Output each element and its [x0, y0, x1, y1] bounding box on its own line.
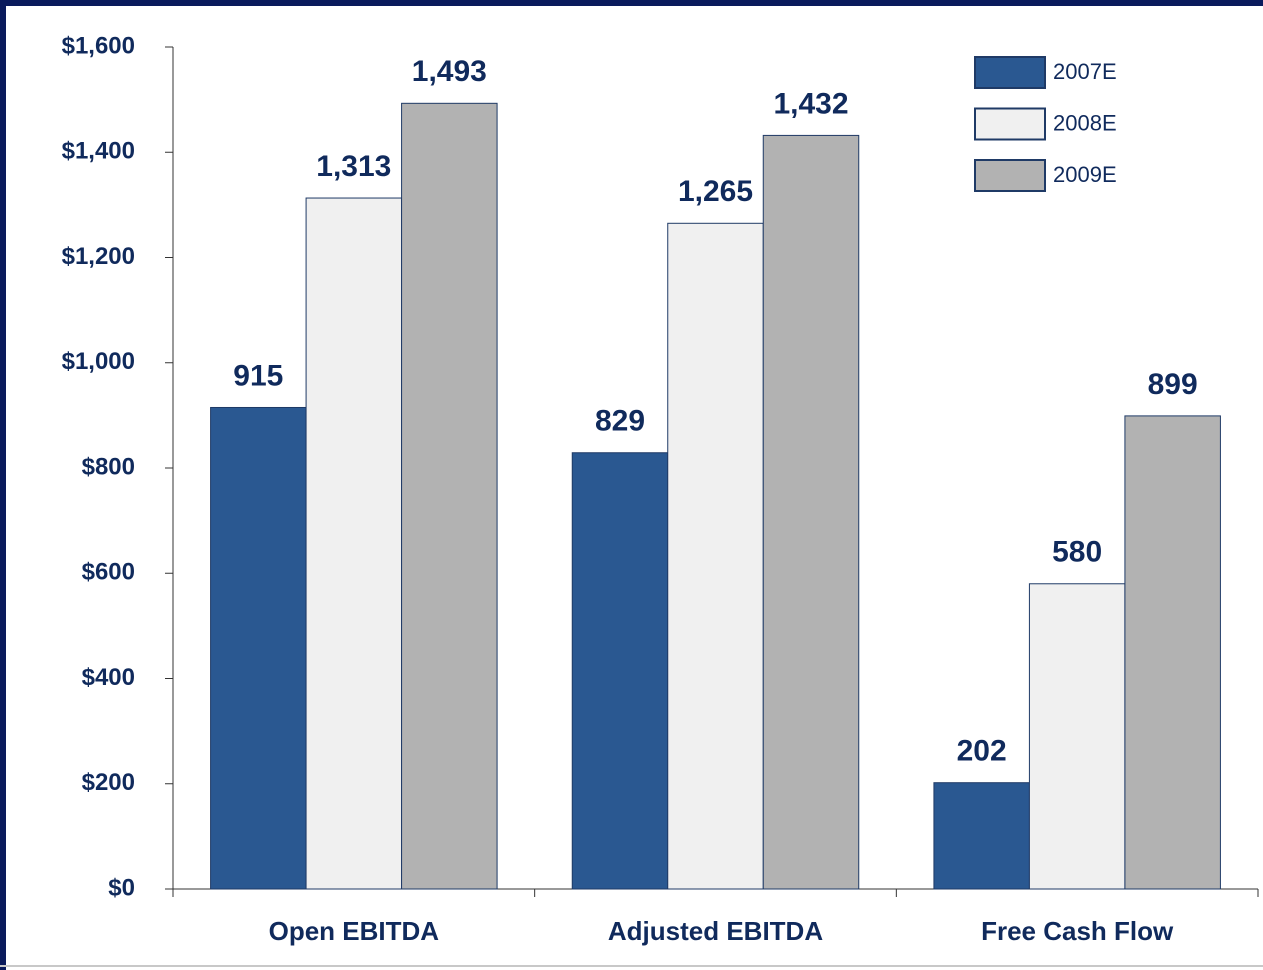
value-label: 1,493 [412, 55, 487, 88]
bar [305, 197, 403, 890]
y-tick-label: $1,600 [62, 32, 135, 59]
bar [1028, 583, 1126, 890]
legend-swatch [974, 159, 1046, 192]
value-label: 899 [1148, 368, 1198, 401]
y-tick-label: $1,200 [62, 243, 135, 270]
legend-swatch [974, 107, 1046, 141]
legend-label: 2009E [1053, 162, 1117, 187]
value-label: 1,432 [773, 87, 848, 120]
bar [1124, 415, 1221, 890]
legend-label: 2007E [1053, 59, 1117, 84]
y-tick-label: $200 [82, 769, 135, 796]
legend-swatch [974, 56, 1046, 89]
value-label: 1,313 [316, 150, 391, 183]
frame-bottom [0, 965, 1263, 967]
value-label: 1,265 [678, 175, 753, 208]
value-label: 202 [957, 735, 1007, 768]
y-tick-label: $800 [82, 453, 135, 480]
y-tick-label: $600 [82, 559, 135, 586]
bar [571, 452, 669, 890]
frame-left [0, 0, 6, 970]
x-tick-label: Adjusted EBITDA [608, 916, 823, 946]
y-tick-label: $1,000 [62, 348, 135, 375]
y-tick-label: $0 [108, 874, 135, 901]
bar [667, 222, 764, 890]
x-tick-label: Free Cash Flow [981, 916, 1174, 946]
bar [210, 406, 307, 890]
y-tick-label: $1,400 [62, 138, 135, 165]
frame-top [0, 0, 1263, 6]
value-label: 829 [595, 405, 645, 438]
legend-label: 2008E [1053, 110, 1117, 135]
x-tick-label: Open EBITDA [269, 916, 440, 946]
y-tick-label: $400 [82, 664, 135, 691]
value-label: 915 [233, 359, 283, 392]
value-label: 580 [1052, 536, 1102, 569]
bar [933, 782, 1030, 890]
bar [401, 102, 498, 890]
bar [762, 134, 860, 890]
